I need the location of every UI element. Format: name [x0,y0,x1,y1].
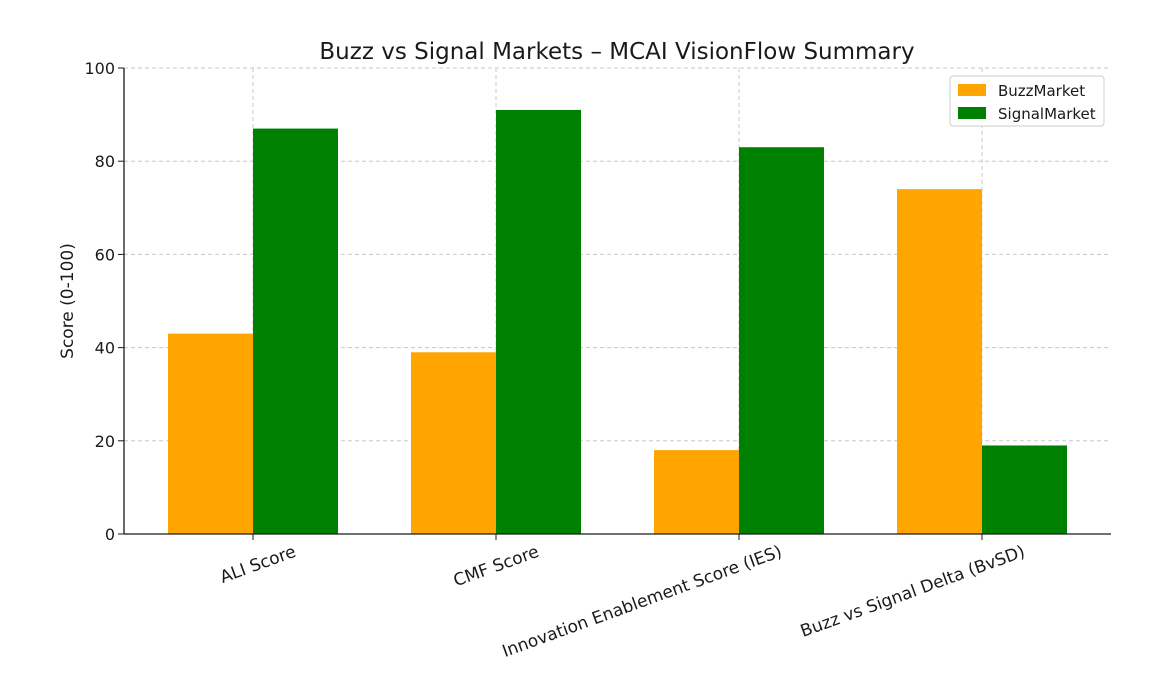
x-tick-label: Innovation Enablement Score (IES) [500,542,785,662]
y-tick-label: 60 [95,245,115,264]
bar-buzzmarket-1 [168,333,253,534]
legend-swatch-buzzmarket [958,84,986,96]
legend: BuzzMarket SignalMarket [949,75,1105,127]
legend-swatch-signalmarket [958,107,986,119]
y-axis-label: Score (0-100) [58,243,78,359]
y-tick-label: 20 [95,432,115,451]
y-tick-label: 0 [105,525,115,544]
x-tick-label: Buzz vs Signal Delta (BvSD) [798,542,1028,642]
bar-signalmarket-1 [253,128,338,534]
bar-signalmarket-4 [982,445,1067,534]
bar-buzzmarket-2 [411,352,496,534]
bar-buzzmarket-4 [897,189,982,534]
bar-buzzmarket-3 [654,450,739,534]
y-tick-label: 80 [95,152,115,171]
legend-label-buzzmarket: BuzzMarket [998,82,1085,100]
bar-signalmarket-3 [739,147,824,534]
bars [168,109,1067,534]
y-tick-label: 100 [84,59,115,78]
legend-box [949,75,1105,127]
y-tick-label: 40 [95,339,115,358]
axes [118,67,1111,540]
legend-label-signalmarket: SignalMarket [998,105,1096,123]
x-tick-label: CMF Score [451,542,542,591]
x-tick-label: ALI Score [218,542,299,588]
bar-signalmarket-2 [496,109,581,534]
chart-title: Buzz vs Signal Markets – MCAI VisionFlow… [319,39,914,65]
